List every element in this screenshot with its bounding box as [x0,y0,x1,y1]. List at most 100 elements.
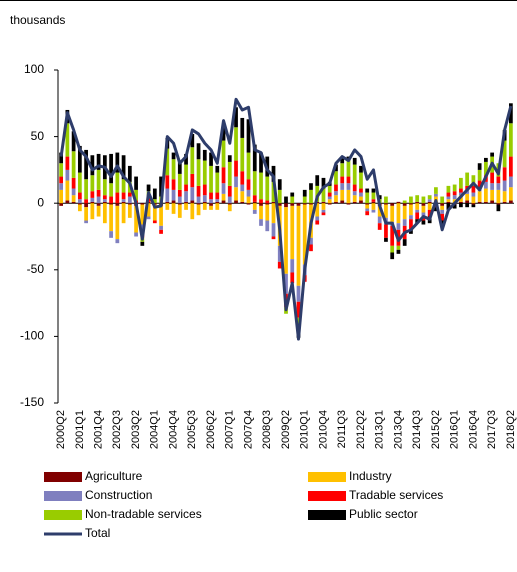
bar [59,176,63,184]
y-tick-label: -50 [27,262,45,276]
bar [284,273,288,294]
bar [115,239,120,244]
bar [365,192,370,204]
bar [271,223,276,237]
bar [190,147,195,174]
bar [65,123,70,157]
bar [440,213,445,221]
bar [334,195,338,202]
bar [202,201,207,204]
bar [465,200,470,204]
bar [371,188,376,193]
bar [84,179,88,200]
bar [209,203,213,206]
bar [202,195,207,202]
legend-label: Agriculture [85,469,143,483]
bar [346,176,351,184]
bar [102,203,107,224]
bar [134,176,138,190]
x-tick-label: 2004Q1 [149,410,161,449]
bar [184,191,188,202]
y-tick-label: 0 [37,195,44,209]
bar [246,196,251,204]
bar [509,176,513,188]
bar [146,184,151,192]
bar [321,201,326,204]
bar [259,203,263,206]
legend-swatch [308,510,346,520]
x-tick-label: 2017Q3 [486,410,498,449]
bar [490,172,495,184]
bar [109,196,113,204]
bar [415,195,420,202]
bar [477,169,482,181]
bar [90,203,95,220]
bar [221,183,226,194]
bar [184,164,188,185]
x-tick-label: 2000Q2 [55,410,67,449]
bar [465,172,470,186]
bar [84,199,88,204]
bar [290,196,295,204]
bar [252,203,257,210]
bar [202,203,207,210]
bar [446,192,451,197]
bar [340,189,345,201]
bar [309,203,313,205]
bar [509,103,513,124]
legend-swatch [44,491,82,501]
bar [502,167,507,181]
bar [184,201,188,204]
bar [359,196,363,201]
bar [340,176,345,184]
legend-label: Construction [85,488,152,502]
bar [459,201,463,204]
bar [171,159,176,180]
bar [209,152,213,166]
bar [227,196,232,204]
bar [259,152,263,173]
bar [246,179,251,190]
x-tick-label: 2013Q4 [392,410,404,449]
bar [177,189,182,197]
bar [227,161,232,186]
bar [202,149,207,161]
bar [452,204,457,209]
bar [340,156,345,164]
bar [496,189,501,204]
bar [390,203,395,206]
bar [65,169,70,181]
bar [96,203,101,206]
bar [65,156,70,170]
bar [77,199,82,204]
bar [490,152,495,157]
bar [427,203,432,210]
bar [77,204,82,212]
bar [240,191,245,202]
bar [134,232,138,237]
bar [109,204,113,232]
bar [196,204,201,216]
bar [290,272,295,284]
bar [346,189,351,204]
bar [365,208,370,212]
bar [477,180,482,188]
bar [321,177,326,189]
bar [302,203,307,205]
bar [390,245,395,253]
bar [315,216,320,221]
bar [327,185,332,193]
bar [315,175,320,186]
bar [202,160,207,185]
bar [302,196,307,204]
bar [346,160,351,177]
bar [502,201,507,204]
bar [84,203,88,208]
x-tick-label: 2006Q2 [205,410,217,449]
bar [196,185,201,197]
bar [296,205,301,286]
bar [59,152,63,164]
bar [71,195,76,202]
x-tick-label: 2001Q4 [93,410,105,449]
bar [152,199,157,204]
